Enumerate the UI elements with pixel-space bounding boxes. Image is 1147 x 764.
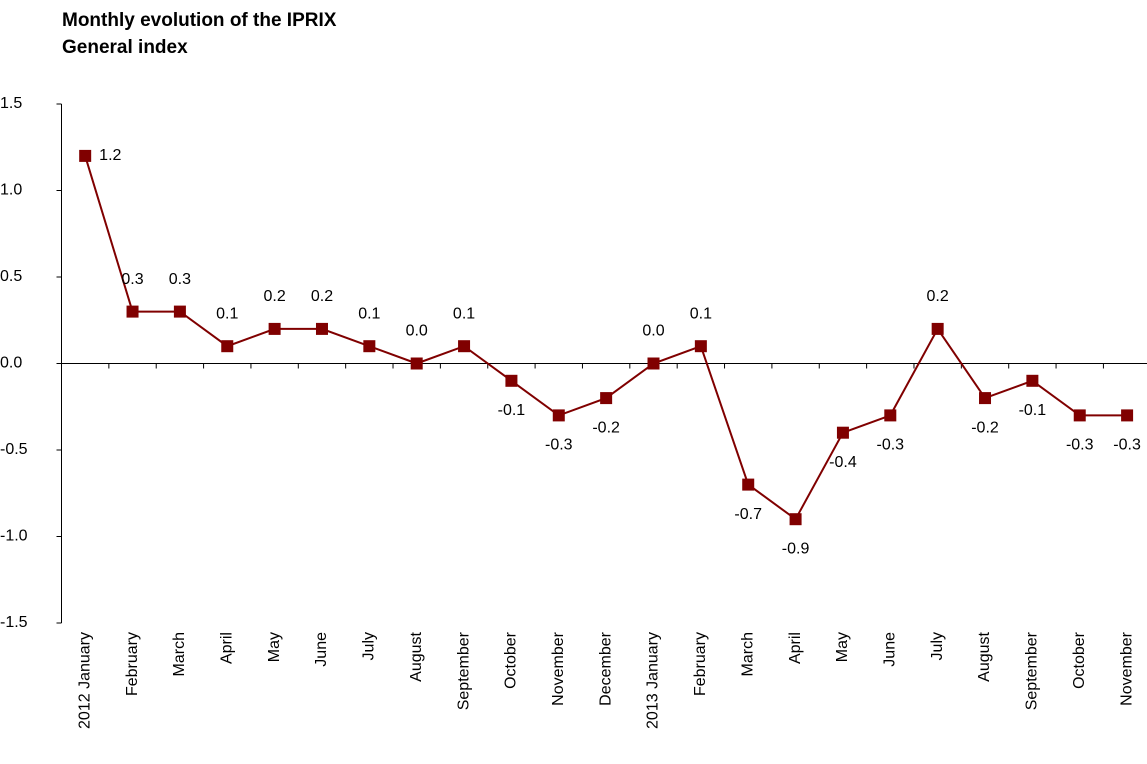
x-tick-label: June xyxy=(882,632,899,667)
x-tick-label: March xyxy=(739,632,756,676)
y-tick-label: -1.0 xyxy=(0,528,28,545)
marker xyxy=(979,392,992,405)
y-tick-label: -1.5 xyxy=(0,614,28,631)
data-label: 0.3 xyxy=(121,271,143,288)
marker xyxy=(363,340,376,353)
series-line xyxy=(84,155,1128,521)
marker xyxy=(458,340,471,353)
data-label: 0.0 xyxy=(642,323,664,340)
y-tick-label: -0.5 xyxy=(0,441,28,458)
marker xyxy=(600,392,613,405)
marker xyxy=(789,513,802,526)
data-label: -0.1 xyxy=(498,402,526,419)
x-tick-label: July xyxy=(929,632,946,660)
marker xyxy=(1073,409,1086,422)
y-tick-label: 1.5 xyxy=(0,95,22,112)
marker xyxy=(647,357,660,370)
x-tick-label: February xyxy=(124,632,141,696)
x-tick-label: November xyxy=(550,631,567,705)
data-label: 0.1 xyxy=(453,305,475,322)
chart-title: Monthly evolution of the IPRIX xyxy=(62,10,337,31)
marker xyxy=(410,357,423,370)
data-label: 0.1 xyxy=(358,305,380,322)
data-label: -0.9 xyxy=(782,540,810,557)
marker xyxy=(221,340,234,353)
data-label: 1.2 xyxy=(99,147,121,164)
marker xyxy=(694,340,707,353)
data-label: 0.1 xyxy=(690,305,712,322)
x-tick-label: March xyxy=(171,632,188,676)
x-tick-label: 2012 January xyxy=(76,632,93,729)
marker xyxy=(79,149,92,162)
data-label: 0.2 xyxy=(927,288,949,305)
data-label: -0.3 xyxy=(1066,437,1094,454)
data-label: -0.4 xyxy=(829,454,857,471)
x-tick-label: September xyxy=(455,631,472,710)
marker xyxy=(884,409,897,422)
data-label: -0.3 xyxy=(545,437,573,454)
data-label: 0.2 xyxy=(311,288,333,305)
data-label: 0.3 xyxy=(169,271,191,288)
y-tick-label: 0.0 xyxy=(0,355,22,372)
data-label: -0.7 xyxy=(734,506,762,523)
x-tick-label: April xyxy=(218,632,235,664)
marker xyxy=(836,426,849,439)
x-tick-label: February xyxy=(692,632,709,696)
x-tick-label: April xyxy=(787,632,804,664)
data-label: 0.1 xyxy=(216,305,238,322)
x-tick-label: December xyxy=(597,631,614,705)
marker xyxy=(173,305,186,318)
y-tick-label: 1.0 xyxy=(0,182,22,199)
x-tick-label: October xyxy=(503,631,520,689)
marker xyxy=(126,305,139,318)
data-label: -0.2 xyxy=(971,419,999,436)
x-tick-label: November xyxy=(1118,631,1135,705)
x-tick-label: September xyxy=(1024,631,1041,710)
x-tick-label: October xyxy=(1071,631,1088,689)
marker xyxy=(1026,374,1039,387)
x-tick-label: August xyxy=(976,631,993,681)
marker xyxy=(931,322,944,335)
marker xyxy=(505,374,518,387)
marker xyxy=(1121,409,1134,422)
data-label: -0.3 xyxy=(877,437,905,454)
y-tick-label: 0.5 xyxy=(0,268,22,285)
x-tick-label: July xyxy=(361,632,378,660)
x-tick-label: August xyxy=(408,631,425,681)
x-tick-label: June xyxy=(313,632,330,667)
data-label: 0.0 xyxy=(406,323,428,340)
data-label: -0.1 xyxy=(1019,402,1047,419)
data-label: -0.3 xyxy=(1113,437,1141,454)
data-label: -0.2 xyxy=(592,419,620,436)
x-tick-label: 2013 January xyxy=(645,632,662,729)
chart-subtitle: General index xyxy=(62,37,188,58)
data-label: 0.2 xyxy=(263,288,285,305)
x-tick-label: May xyxy=(266,632,283,662)
marker xyxy=(268,322,281,335)
marker xyxy=(552,409,565,422)
marker xyxy=(315,322,328,335)
x-tick-label: May xyxy=(834,632,851,662)
marker xyxy=(742,478,755,491)
